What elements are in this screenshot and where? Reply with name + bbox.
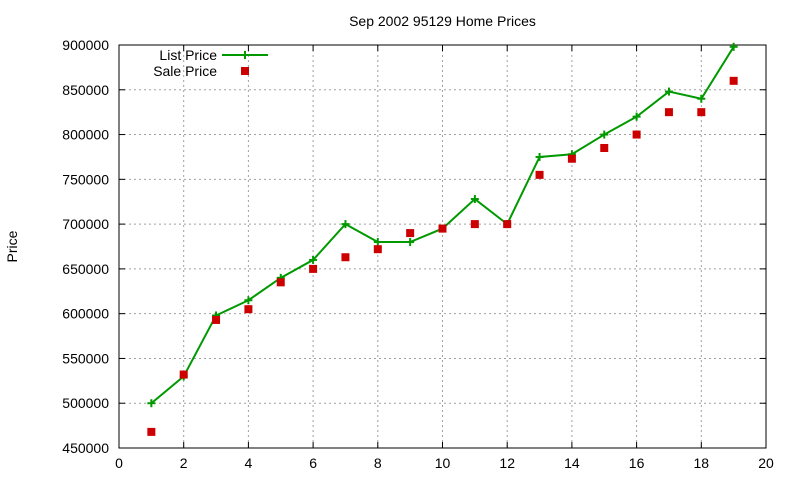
list-price-point (632, 112, 641, 121)
list-price-point (664, 87, 673, 96)
list-price-legend-marker (241, 51, 249, 59)
sale-price-point (567, 154, 576, 163)
series-layer (147, 42, 738, 436)
list-price-point (470, 195, 479, 204)
x-tick-label: 12 (499, 455, 515, 471)
list-price-point (406, 238, 415, 247)
sale-price-legend-marker (241, 67, 249, 75)
sale-price-point (470, 220, 479, 229)
list-price-point (244, 296, 253, 305)
sale-price-point (406, 229, 415, 238)
sale-price-point (309, 264, 318, 273)
sale-price-point (341, 253, 350, 262)
sale-price-point (179, 370, 188, 379)
legend-label-list-price: List Price (159, 47, 217, 63)
y-tick-label: 800000 (62, 127, 109, 143)
y-tick-label: 900000 (62, 37, 109, 53)
y-tick-label: 850000 (62, 82, 109, 98)
y-tick-label: 700000 (62, 216, 109, 232)
sale-price-point (729, 76, 738, 85)
list-price-point (147, 399, 156, 408)
sale-price-point (438, 224, 447, 233)
y-tick-label: 500000 (62, 395, 109, 411)
list-price-point (309, 255, 318, 264)
legend: List Price Sale Price (153, 47, 268, 79)
sale-price-point (503, 220, 512, 229)
list-price-point (373, 238, 382, 247)
y-tick-label: 600000 (62, 306, 109, 322)
sale-price-point (535, 170, 544, 179)
sale-price-point (600, 143, 609, 152)
sale-price-point (212, 315, 221, 324)
x-tick-label: 10 (435, 455, 451, 471)
ticks-layer: 0 2 4 6 8 10 12 14 16 18 20 450000 500000 550000 60000… (62, 37, 774, 471)
x-tick-label: 6 (309, 455, 317, 471)
y-axis-label: Price (4, 230, 20, 262)
x-tick-label: 14 (564, 455, 580, 471)
list-price-point (600, 130, 609, 139)
list-price-point (341, 220, 350, 229)
y-tick-label: 650000 (62, 261, 109, 277)
x-tick-label: 8 (374, 455, 382, 471)
sale-price-point (244, 305, 253, 314)
list-price-point (697, 94, 706, 103)
sale-price-point (276, 278, 285, 287)
sale-price-point (697, 108, 706, 117)
y-tick-label: 450000 (62, 440, 109, 456)
chart-title: Sep 2002 95129 Home Prices (349, 13, 536, 29)
x-tick-label: 18 (694, 455, 710, 471)
sale-price-point (632, 130, 641, 139)
x-tick-label: 0 (115, 455, 123, 471)
list-price-point (535, 152, 544, 161)
legend-label-sale-price: Sale Price (153, 63, 217, 79)
list-price-point (729, 42, 738, 51)
x-tick-label: 4 (245, 455, 253, 471)
y-tick-label: 550000 (62, 350, 109, 366)
sale-price-point (664, 108, 673, 117)
grid-layer (119, 45, 766, 448)
sale-price-point (147, 427, 156, 436)
sale-price-point (373, 245, 382, 254)
y-tick-label: 750000 (62, 171, 109, 187)
x-tick-label: 16 (629, 455, 645, 471)
x-tick-label: 2 (180, 455, 188, 471)
x-tick-label: 20 (758, 455, 774, 471)
